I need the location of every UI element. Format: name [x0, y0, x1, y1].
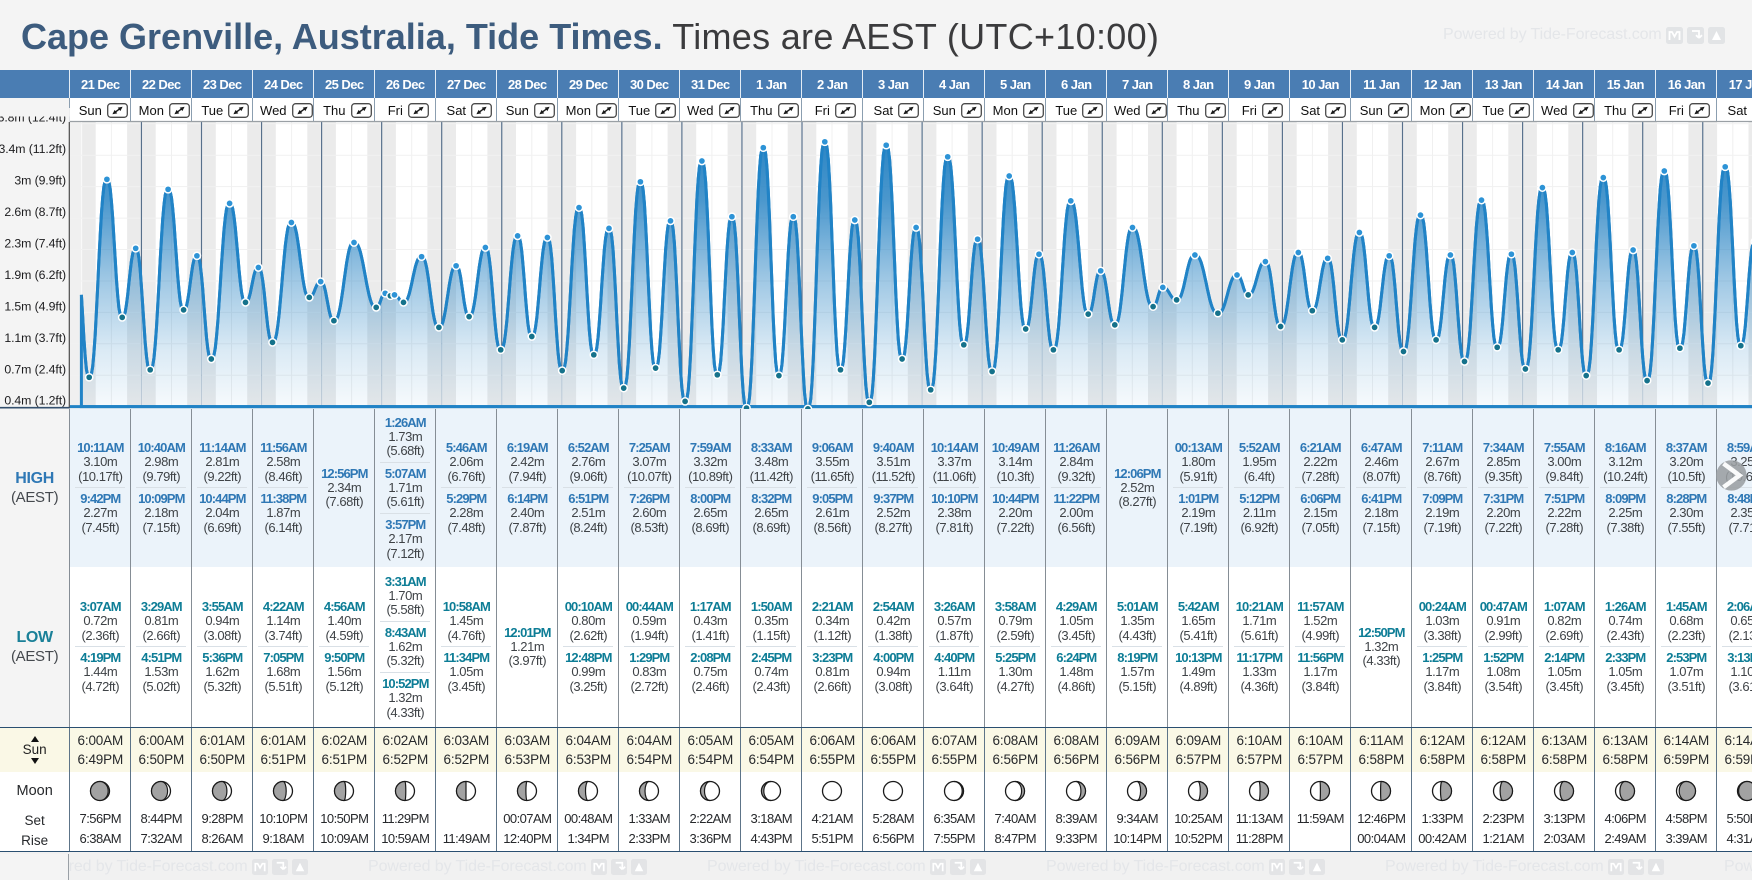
svg-text:1.9m (6.2ft): 1.9m (6.2ft) [4, 268, 66, 282]
svg-text:3m (9.9ft): 3m (9.9ft) [14, 174, 66, 188]
svg-text:2.3m (7.4ft): 2.3m (7.4ft) [4, 237, 66, 251]
svg-text:1.1m (3.7ft): 1.1m (3.7ft) [4, 331, 66, 345]
svg-text:3.4m (11.2ft): 3.4m (11.2ft) [0, 142, 66, 156]
svg-text:2.6m (8.7ft): 2.6m (8.7ft) [4, 205, 66, 219]
svg-text:0.4m (1.2ft): 0.4m (1.2ft) [4, 394, 66, 408]
svg-text:1.5m (4.9ft): 1.5m (4.9ft) [4, 299, 66, 313]
svg-text:0.7m (2.4ft): 0.7m (2.4ft) [4, 362, 66, 376]
